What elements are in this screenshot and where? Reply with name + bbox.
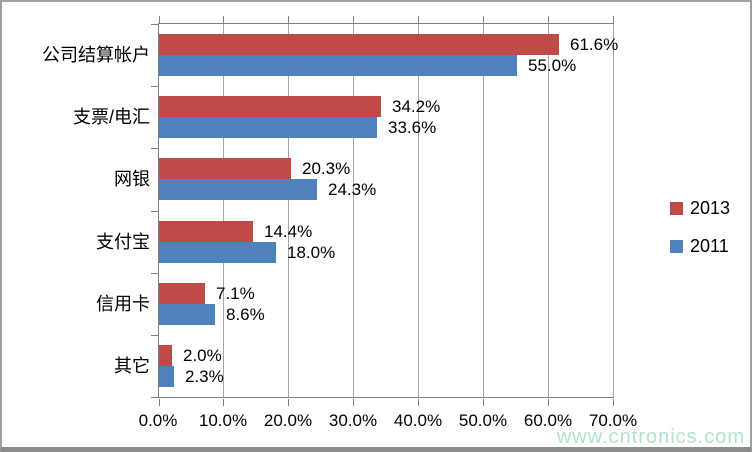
gridline: [288, 24, 289, 397]
x-axis-tick-label: 60.0%: [523, 411, 573, 430]
plot-area: 61.6% 55.0% 34.2% 33.6% 20.3% 24.3% 14.4% 18.0%…: [151, 16, 618, 406]
value-label-2013: 2.0%: [183, 346, 222, 365]
axis-tick-top: [548, 16, 549, 23]
legend-swatch-icon: [670, 202, 683, 215]
value-label-2013: 34.2%: [392, 97, 441, 116]
gridline: [353, 24, 354, 397]
axis-tick-left: [151, 148, 158, 149]
value-label-2011: 2.3%: [185, 367, 224, 386]
axis-tick-top: [418, 16, 419, 23]
bar-2013: [159, 158, 291, 179]
axis-tick-top: [223, 16, 224, 23]
axis-tick-bottom: [613, 399, 614, 406]
category-label: 网银: [114, 169, 150, 190]
axis-tick-left: [151, 211, 158, 212]
watermark: www.cntronics.com: [556, 426, 745, 448]
legend-item-2011: 2011: [670, 236, 730, 257]
legend-swatch-icon: [670, 240, 683, 253]
axis-tick-bottom: [288, 399, 289, 406]
value-label-2011: 55.0%: [528, 56, 577, 75]
axis-tick-left: [151, 335, 158, 336]
axis-tick-bottom: [159, 399, 160, 406]
value-label-2013: 7.1%: [216, 284, 255, 303]
category-label: 支票/电汇: [72, 107, 150, 128]
bar-2013: [159, 96, 381, 117]
legend: 2013 2011: [670, 198, 730, 257]
x-axis-tick-label: 0.0%: [138, 411, 178, 430]
bar-2011: [159, 117, 377, 138]
legend-label: 2013: [690, 198, 731, 218]
value-label-2011: 24.3%: [328, 180, 377, 199]
axis-tick-bottom: [353, 399, 354, 406]
gridline: [613, 24, 614, 397]
bar-2013: [159, 221, 253, 242]
value-label-2011: 33.6%: [388, 118, 437, 137]
x-axis-tick-label: 40.0%: [393, 411, 443, 430]
bar-2011: [159, 304, 215, 325]
value-label-2013: 61.6%: [570, 35, 619, 54]
axis-tick-top: [483, 16, 484, 23]
category-label: 其它: [114, 355, 150, 376]
gridline: [548, 24, 549, 397]
axis-tick-bottom: [483, 399, 484, 406]
category-label: 信用卡: [96, 293, 150, 314]
axis-tick-bottom: [418, 399, 419, 406]
axis-tick-left: [151, 86, 158, 87]
axis-tick-bottom: [548, 399, 549, 406]
x-axis-tick-label: 50.0%: [458, 411, 508, 430]
x-axis-tick-label: 10.0%: [198, 411, 248, 430]
bar-2011: [159, 366, 174, 387]
legend-label: 2011: [690, 236, 729, 256]
axis-tick-top: [159, 16, 160, 23]
x-axis-tick-label: 70.0%: [588, 411, 638, 430]
axis-tick-top: [613, 16, 614, 23]
bar-2013: [159, 283, 205, 304]
axis-tick-bottom: [223, 399, 224, 406]
bar-2011: [159, 179, 317, 200]
axis-tick-left: [151, 397, 158, 398]
axis-tick-top: [353, 16, 354, 23]
value-label-2011: 18.0%: [287, 243, 336, 262]
legend-item-2013: 2013: [670, 198, 730, 219]
gridline: [483, 24, 484, 397]
x-axis-tick-label: 30.0%: [328, 411, 378, 430]
bar-2011: [159, 242, 276, 263]
value-label-2013: 20.3%: [302, 159, 351, 178]
axis-tick-left: [151, 24, 158, 25]
gridline: [223, 24, 224, 397]
bar-2013: [159, 34, 559, 55]
category-label: 支付宝: [96, 231, 150, 252]
gridline: [418, 24, 419, 397]
value-label-2013: 14.4%: [264, 222, 313, 241]
x-axis-tick-label: 20.0%: [263, 411, 313, 430]
bar-2013: [159, 345, 172, 366]
category-label: 公司结算帐户: [42, 45, 150, 66]
axis-tick-left: [151, 273, 158, 274]
axis-tick-top: [288, 16, 289, 23]
bar-2011: [159, 55, 517, 76]
value-label-2011: 8.6%: [226, 305, 265, 324]
